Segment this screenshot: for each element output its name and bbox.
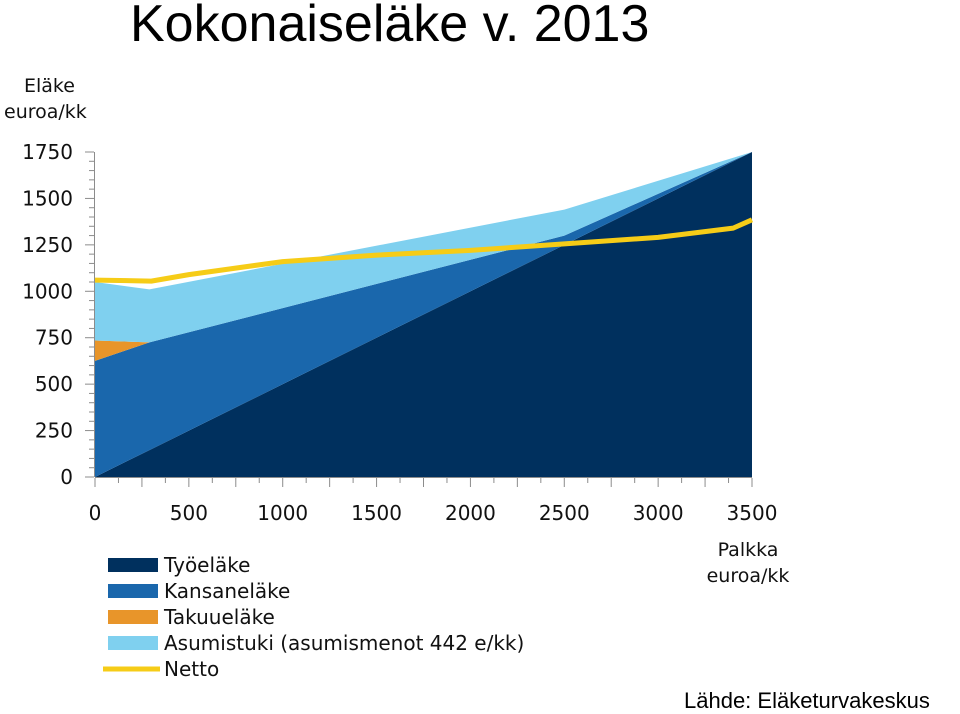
- x-tick-label: 1500: [351, 501, 402, 525]
- y-tick-label: 1000: [22, 279, 73, 303]
- y-tick-label: 250: [35, 419, 73, 443]
- x-tick-label: 2500: [539, 501, 590, 525]
- legend-swatch-kansanelake: [108, 584, 158, 598]
- area-kansanelake: [95, 152, 752, 477]
- y-tick-label: 1250: [22, 233, 73, 257]
- y-tick-label: 0: [60, 465, 73, 489]
- y-tick-label: 1750: [22, 140, 73, 164]
- y-tick-label: 750: [35, 326, 73, 350]
- plot-area: [94, 152, 754, 477]
- chart-title: Kokonaiseläke v. 2013: [130, 0, 650, 53]
- x-tick-label: 0: [89, 501, 102, 525]
- source-note: Lähde: Eläketurvakeskus: [684, 688, 930, 713]
- legend-label-kansanelake: Kansaneläke: [164, 579, 290, 603]
- y-tick-label: 500: [35, 372, 73, 396]
- line-netto: [94, 217, 754, 284]
- legend-swatch-asumistuki: [108, 636, 158, 650]
- axes: 0 250 500 750 1000 1250 1500 1750 0 500 1000 1500 20…: [22, 140, 777, 525]
- area-asumistuki: [95, 152, 752, 343]
- legend-swatch-takuuelake: [108, 610, 158, 624]
- legend-label-takuuelake: Takuueläke: [163, 605, 275, 629]
- y-axis-label-line2: euroa/kk: [4, 101, 87, 123]
- x-axis-label-line2: euroa/kk: [707, 565, 790, 587]
- legend: TyöeläkeKansaneläkeTakuueläkeAsumistuki …: [103, 553, 524, 681]
- area-tyoelake: [95, 152, 752, 477]
- y-tick-label: 1500: [22, 186, 73, 210]
- x-tick-label: 2000: [445, 501, 496, 525]
- legend-swatch-tyoelake: [108, 558, 158, 572]
- legend-label-netto: Netto: [164, 657, 219, 681]
- y-axis-label-line1: Eläke: [24, 75, 75, 97]
- x-tick-label: 3000: [633, 501, 684, 525]
- x-tick-label: 1000: [257, 501, 308, 525]
- legend-label-tyoelake: Työeläke: [163, 553, 250, 577]
- x-tick-label: 500: [170, 501, 208, 525]
- legend-label-asumistuki: Asumistuki (asumismenot 442 e/kk): [164, 631, 524, 655]
- x-axis-label-line1: Palkka: [718, 539, 779, 561]
- x-tick-label: 3500: [727, 501, 778, 525]
